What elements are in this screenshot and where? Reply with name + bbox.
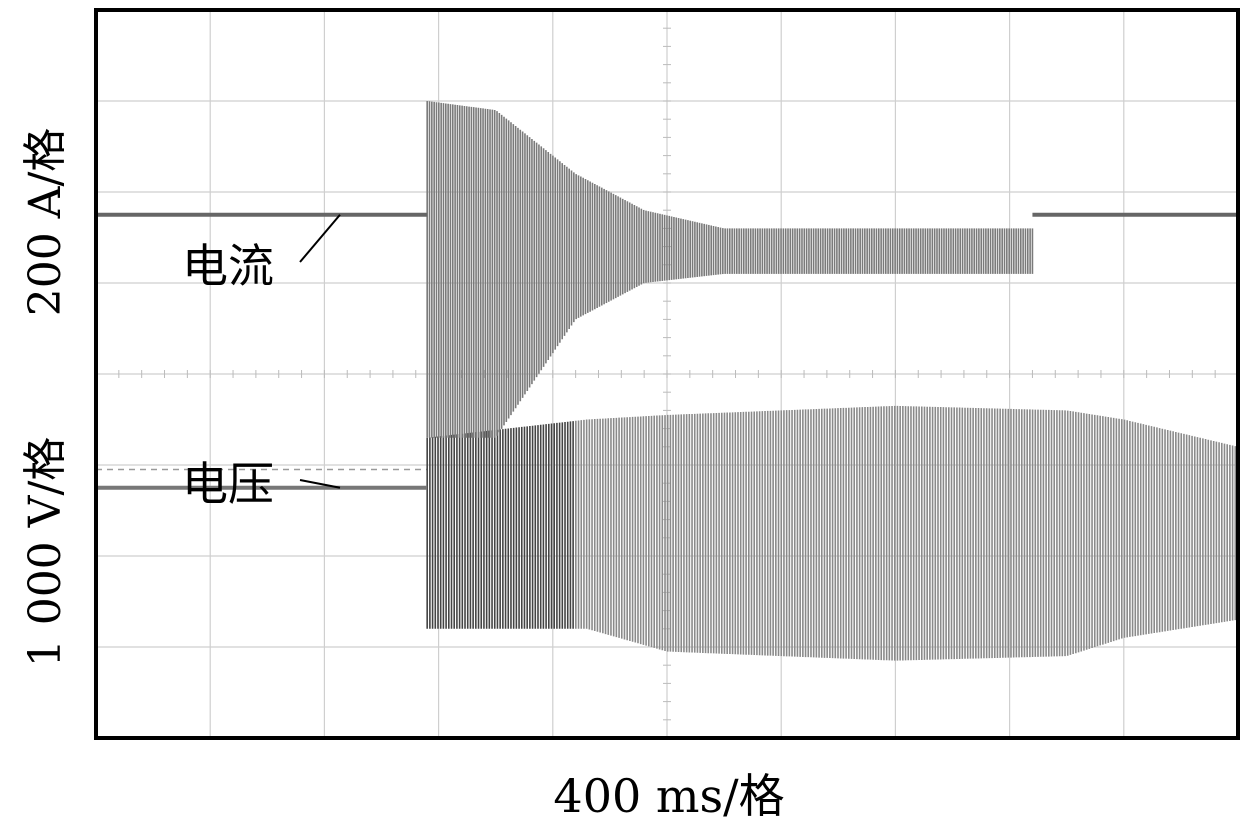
series-label-current: 电流 bbox=[182, 239, 274, 293]
y-axis-label-voltage: 1 000 V/格 bbox=[20, 437, 71, 668]
plot-frame bbox=[94, 8, 1240, 740]
traces bbox=[96, 101, 1239, 661]
voltage-leader-line bbox=[299, 479, 341, 489]
current-leader-line bbox=[299, 214, 341, 263]
y-axis-label-current: 200 A/格 bbox=[20, 128, 71, 317]
series-label-voltage: 电压 bbox=[182, 457, 274, 511]
leaders bbox=[299, 214, 341, 489]
grid bbox=[95, 9, 1239, 739]
x-axis-label: 400 ms/格 bbox=[553, 769, 784, 823]
